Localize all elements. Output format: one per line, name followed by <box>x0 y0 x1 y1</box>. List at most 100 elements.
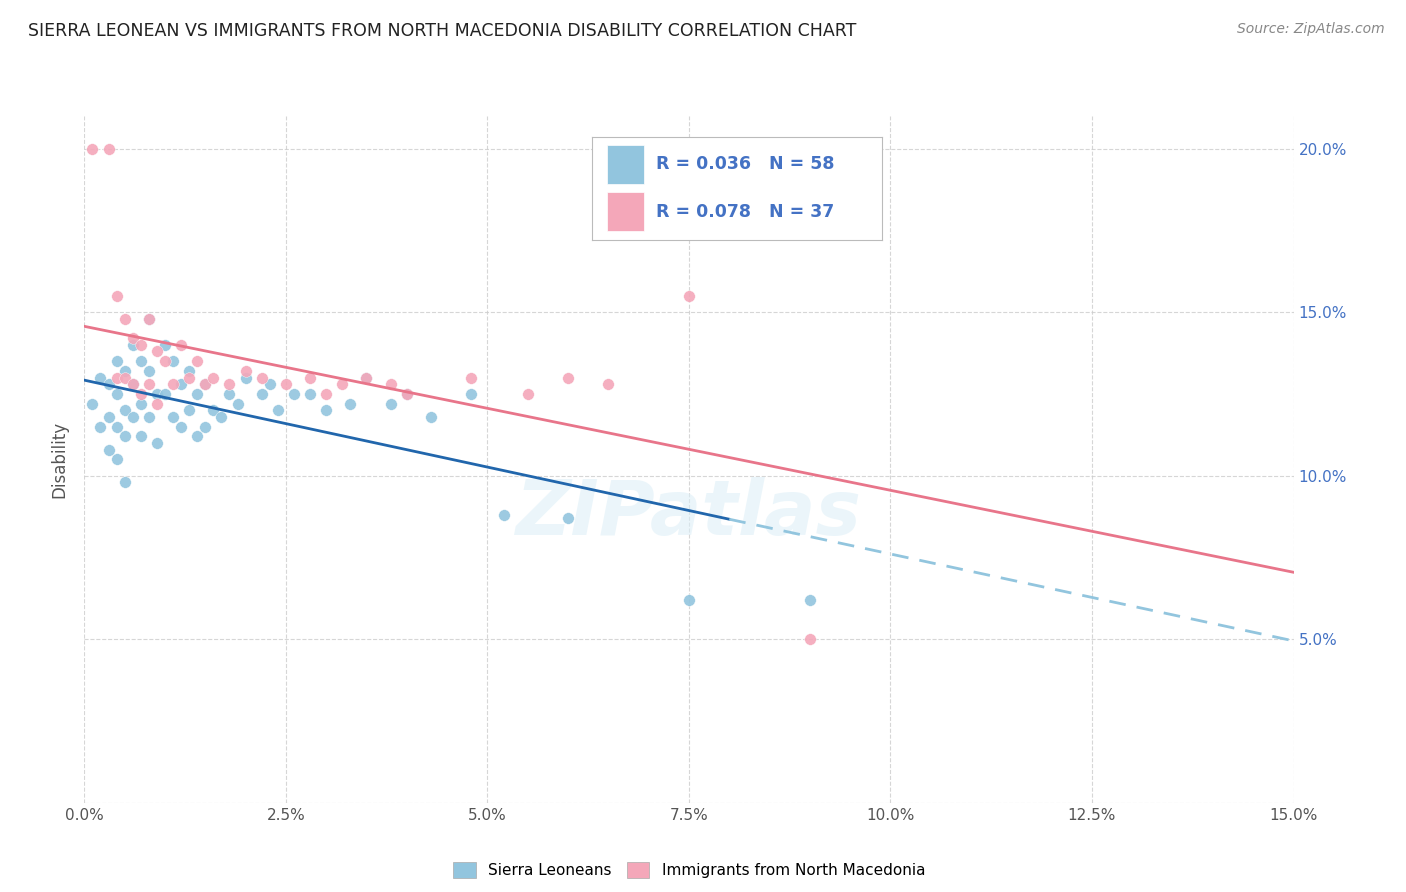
Point <box>89 419 111 434</box>
Text: Source: ZipAtlas.com: Source: ZipAtlas.com <box>1237 22 1385 37</box>
Point <box>330 377 353 392</box>
Point <box>356 370 378 384</box>
Point <box>202 370 225 384</box>
Point <box>105 354 128 368</box>
Point <box>218 377 240 392</box>
Point <box>179 364 201 378</box>
Point <box>121 377 143 392</box>
Point <box>138 364 160 378</box>
Point <box>250 387 273 401</box>
Point <box>138 311 160 326</box>
Point <box>114 403 136 417</box>
Legend: Sierra Leoneans, Immigrants from North Macedonia: Sierra Leoneans, Immigrants from North M… <box>447 856 931 885</box>
Point <box>194 377 217 392</box>
Text: ZIPatlas: ZIPatlas <box>516 477 862 551</box>
Point <box>129 397 152 411</box>
Point <box>146 344 169 359</box>
Point <box>598 377 620 392</box>
Y-axis label: Disability: Disability <box>51 421 69 498</box>
Point <box>299 370 322 384</box>
Point <box>678 593 700 607</box>
Point <box>114 475 136 490</box>
Point <box>146 436 169 450</box>
Point <box>97 409 120 424</box>
Point <box>380 377 402 392</box>
Point <box>186 354 208 368</box>
Point <box>283 387 305 401</box>
Point <box>170 419 193 434</box>
Text: R = 0.036   N = 58: R = 0.036 N = 58 <box>657 155 835 173</box>
Point <box>420 409 443 424</box>
Point <box>395 387 418 401</box>
Point <box>315 387 337 401</box>
Point <box>259 377 281 392</box>
Point <box>114 370 136 384</box>
Point <box>105 452 128 467</box>
Point <box>129 354 152 368</box>
Point <box>202 403 225 417</box>
Point <box>153 354 176 368</box>
Point <box>129 387 152 401</box>
Point <box>380 397 402 411</box>
Point <box>492 508 515 522</box>
Point <box>82 397 104 411</box>
Point <box>460 370 482 384</box>
Point <box>138 377 160 392</box>
Text: SIERRA LEONEAN VS IMMIGRANTS FROM NORTH MACEDONIA DISABILITY CORRELATION CHART: SIERRA LEONEAN VS IMMIGRANTS FROM NORTH … <box>28 22 856 40</box>
Point <box>121 338 143 352</box>
Point <box>339 397 361 411</box>
Point <box>194 419 217 434</box>
Point <box>267 403 290 417</box>
Point <box>516 387 538 401</box>
Point <box>799 632 821 647</box>
Point <box>105 387 128 401</box>
Point <box>97 377 120 392</box>
Point <box>121 377 143 392</box>
Point <box>146 397 169 411</box>
Point <box>250 370 273 384</box>
Point <box>678 289 700 303</box>
Point <box>299 387 322 401</box>
Bar <box>607 145 644 184</box>
Point <box>235 364 257 378</box>
Point <box>799 593 821 607</box>
Point <box>162 377 184 392</box>
Point <box>105 419 128 434</box>
Point <box>170 338 193 352</box>
Point <box>129 338 152 352</box>
Point <box>121 331 143 345</box>
Point <box>105 370 128 384</box>
Point <box>194 377 217 392</box>
Point <box>153 338 176 352</box>
Point <box>129 429 152 443</box>
Point <box>105 289 128 303</box>
Point <box>89 370 111 384</box>
Point <box>557 511 579 525</box>
Point <box>162 409 184 424</box>
Point <box>97 142 120 156</box>
Bar <box>607 192 644 231</box>
Point <box>114 429 136 443</box>
Point <box>274 377 297 392</box>
Point <box>162 354 184 368</box>
Point <box>179 403 201 417</box>
Point <box>186 387 208 401</box>
Text: R = 0.078   N = 37: R = 0.078 N = 37 <box>657 202 834 221</box>
Point <box>395 387 418 401</box>
Point <box>138 409 160 424</box>
Point <box>356 370 378 384</box>
Point <box>114 364 136 378</box>
Point <box>146 387 169 401</box>
Point <box>153 387 176 401</box>
Point <box>209 409 232 424</box>
Point <box>170 377 193 392</box>
Point <box>460 387 482 401</box>
Point <box>235 370 257 384</box>
Point <box>186 429 208 443</box>
Point <box>226 397 249 411</box>
Point <box>114 311 136 326</box>
Point <box>557 370 579 384</box>
Point <box>121 409 143 424</box>
Point <box>97 442 120 457</box>
Point <box>138 311 160 326</box>
